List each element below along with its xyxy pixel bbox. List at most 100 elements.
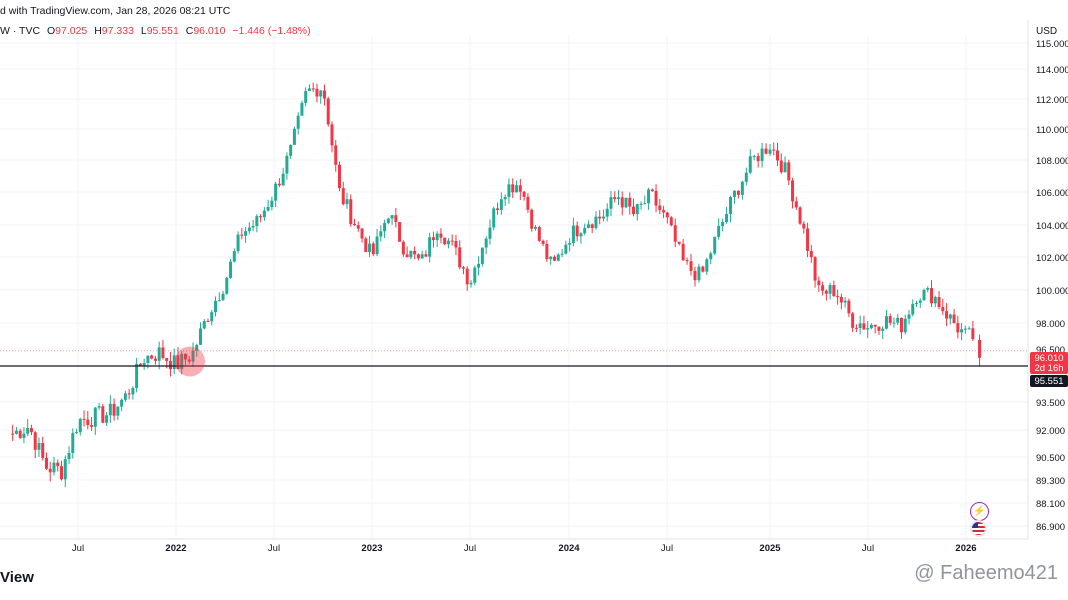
- price-tick-label: 106.000: [1036, 188, 1068, 199]
- price-tick-label: 86.900: [1036, 522, 1065, 533]
- candle-body: [450, 240, 454, 242]
- candle-body: [748, 156, 752, 173]
- candle-body: [791, 180, 795, 202]
- candle-body: [135, 363, 139, 389]
- candle-body: [195, 344, 199, 351]
- candle-body: [48, 468, 52, 473]
- candle-body: [515, 185, 519, 193]
- candle-body: [18, 430, 22, 438]
- candle-body: [33, 432, 37, 450]
- candle-body: [647, 189, 651, 204]
- candle-body: [311, 88, 315, 90]
- candle-body: [153, 358, 157, 361]
- candle-body: [229, 261, 233, 278]
- candle-body: [697, 266, 701, 281]
- candle-body: [353, 224, 357, 226]
- candle-body: [677, 241, 681, 244]
- price-tick-label: 92.000: [1036, 426, 1065, 437]
- us-flag-icon[interactable]: [970, 520, 987, 537]
- candle-body: [11, 433, 15, 435]
- price-tick-label: 112.000: [1036, 95, 1068, 106]
- candle-body: [300, 102, 304, 116]
- candle-body: [108, 403, 112, 416]
- candle-body: [337, 164, 341, 189]
- candle-body: [956, 323, 960, 333]
- time-tick-label: Jul: [862, 543, 874, 554]
- candle-body: [465, 268, 469, 285]
- candle-body: [926, 288, 930, 290]
- currency-label[interactable]: USD: [1036, 26, 1058, 37]
- candle-body: [116, 406, 120, 416]
- candle-body: [843, 300, 847, 303]
- candle-body: [93, 407, 97, 427]
- candle-body: [71, 433, 75, 453]
- time-tick-label: Jul: [661, 543, 673, 554]
- candle-body: [274, 183, 278, 201]
- candle-body: [869, 324, 873, 329]
- time-tick-label: 2024: [558, 543, 580, 554]
- candle-body: [787, 162, 791, 181]
- candle-body: [394, 215, 398, 223]
- price-tick-label: 88.100: [1036, 499, 1065, 510]
- candle-body: [202, 321, 206, 329]
- candle-body: [146, 355, 150, 363]
- candle-body: [978, 339, 982, 358]
- candle-body: [564, 244, 568, 254]
- level-price-tag-bg: [1030, 375, 1068, 387]
- candle-body: [221, 293, 225, 301]
- last-price-tag-text: 96.010: [1034, 353, 1063, 364]
- candle-body: [545, 243, 549, 260]
- price-tick-label: 108.000: [1036, 156, 1068, 167]
- candle-body: [360, 228, 364, 239]
- time-tick-label: 2023: [361, 543, 382, 554]
- candle-body: [446, 240, 450, 245]
- candle-body: [496, 208, 500, 210]
- candle-body: [632, 206, 636, 215]
- candle-body: [37, 443, 41, 450]
- candle-body: [598, 216, 602, 219]
- candle-body: [534, 227, 538, 229]
- candle-body: [375, 236, 379, 255]
- candle-body: [798, 207, 802, 224]
- last-price-tag-bg: [1030, 352, 1068, 374]
- open-label: O: [46, 25, 56, 37]
- candle-body: [503, 196, 507, 200]
- candle-body: [319, 90, 323, 97]
- candle-body: [705, 259, 709, 272]
- candle-body: [86, 419, 90, 426]
- candle-body: [729, 196, 733, 215]
- candle-body: [783, 162, 787, 173]
- price-tick-label: 100.000: [1036, 286, 1068, 297]
- candle-body: [461, 267, 465, 269]
- candle-body: [760, 148, 764, 162]
- candle-body: [903, 318, 907, 333]
- candle-body: [541, 240, 545, 244]
- candle-body: [594, 216, 598, 229]
- candle-body: [689, 261, 693, 271]
- candle-body: [866, 328, 870, 330]
- highlight-circle: [175, 346, 205, 377]
- candle-body: [67, 452, 71, 460]
- candle-body: [537, 227, 541, 241]
- candle-body: [884, 316, 888, 329]
- open-value: 97.025: [55, 25, 88, 37]
- price-tick-label: 110.000: [1036, 125, 1068, 136]
- candle-body: [764, 148, 768, 154]
- price-tick-label: 90.500: [1036, 453, 1065, 464]
- candle-body: [806, 228, 810, 251]
- candle-body: [511, 184, 515, 193]
- time-tick-label: Jul: [268, 543, 280, 554]
- candle-body: [75, 432, 79, 434]
- candle-body: [930, 288, 934, 304]
- candle-body: [945, 311, 949, 319]
- candle-body: [138, 363, 142, 366]
- candle-body: [97, 406, 101, 408]
- candles: [11, 82, 982, 488]
- candle-body: [120, 399, 124, 407]
- candle-body: [26, 428, 30, 434]
- candle-body: [349, 199, 353, 225]
- flash-icon[interactable]: ⚡: [970, 502, 989, 521]
- candle-body: [590, 224, 594, 229]
- candle-body: [586, 224, 590, 228]
